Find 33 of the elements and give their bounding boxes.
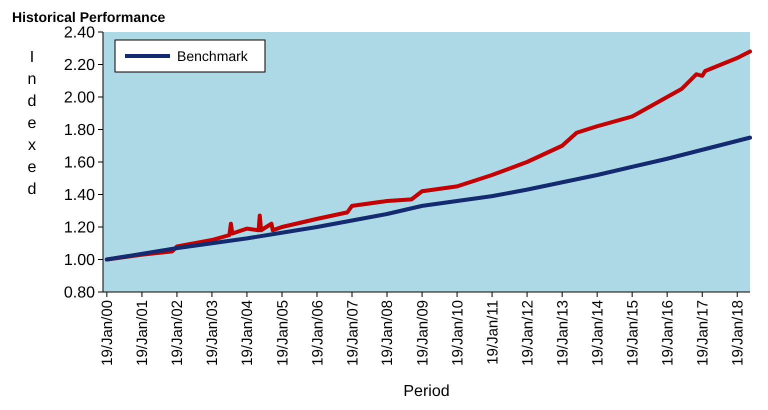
- y-axis-title: Indexed: [28, 49, 37, 198]
- x-tick-label: 19/Jan/17: [694, 300, 712, 366]
- x-tick-label: 19/Jan/05: [274, 300, 292, 366]
- x-tick-label: 19/Jan/12: [519, 300, 536, 366]
- x-axis-title: Period: [403, 383, 450, 400]
- x-tick-label: 19/Jan/10: [449, 300, 466, 366]
- legend-label: Benchmark: [177, 48, 249, 64]
- y-tick-label: 1.60: [64, 154, 96, 172]
- x-tick-label: 19/Jan/03: [204, 300, 222, 366]
- y-tick-label: 2.40: [64, 24, 96, 42]
- x-tick-label: 19/Jan/01: [134, 300, 152, 366]
- x-tick-label: 19/Jan/15: [624, 300, 642, 366]
- x-tick-label: 19/Jan/16: [659, 300, 676, 366]
- x-tick-label: 19/Jan/18: [730, 300, 746, 366]
- y-tick-label: 1.00: [64, 252, 96, 270]
- x-tick-label: 19/Jan/14: [589, 300, 606, 366]
- y-tick-label: 2.00: [64, 90, 96, 107]
- x-tick-label: 19/Jan/13: [554, 300, 572, 366]
- y-tick-label: 2.20: [64, 57, 96, 74]
- x-tick-label: 19/Jan/09: [414, 300, 432, 366]
- x-tick-label: 19/Jan/11: [484, 300, 502, 365]
- y-tick-label: 0.80: [64, 284, 96, 302]
- y-tick-label: 1.80: [64, 122, 96, 140]
- chart-title: Historical Performance: [12, 9, 166, 25]
- x-tick-label: 19/Jan/06: [309, 300, 326, 366]
- y-tick-label: 1.20: [64, 220, 96, 237]
- y-tick-label: 1.40: [64, 187, 96, 204]
- x-tick-label: 19/Jan/02: [169, 300, 186, 366]
- x-tick-label: 19/Jan/07: [344, 300, 362, 366]
- x-tick-label: 19/Jan/04: [239, 300, 256, 366]
- line-series: [104, 136, 752, 262]
- x-tick-label: 19/Jan/00: [99, 300, 116, 366]
- x-tick-label: 19/Jan/08: [379, 300, 396, 366]
